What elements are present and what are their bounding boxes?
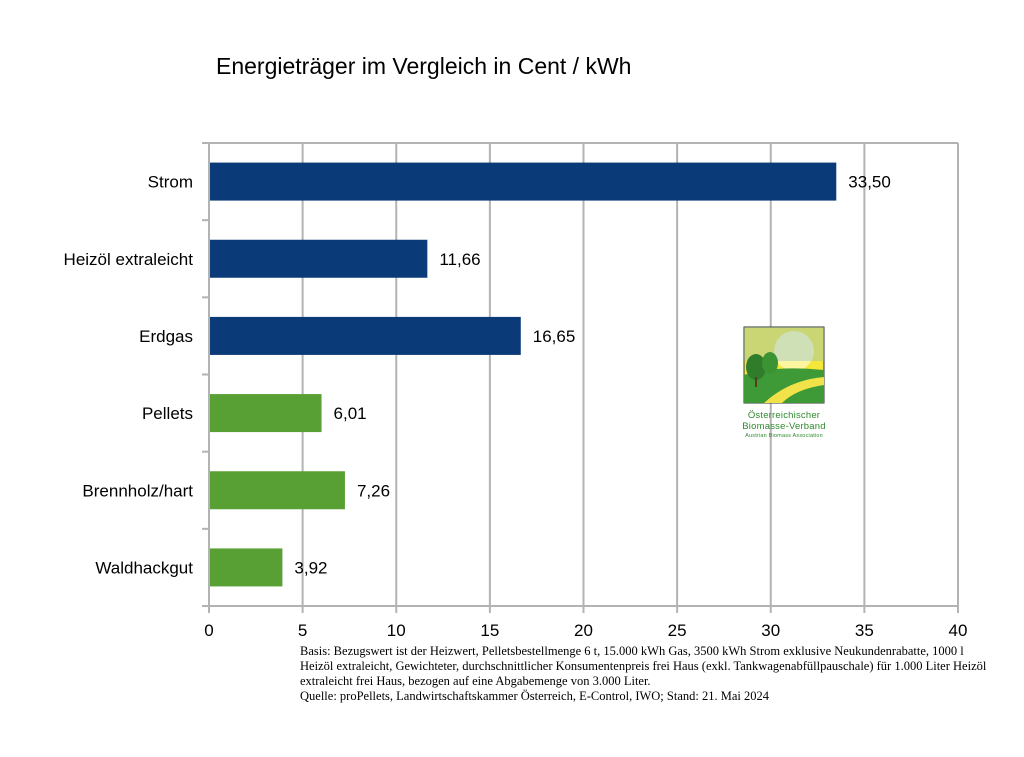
axes: 0 5 10 15 20 25 30 35 40 Strom Heizöl extraleicht E…: [64, 142, 968, 640]
bar-5: [209, 548, 283, 587]
value-label: 3,92: [294, 558, 327, 577]
footnote-basis: Basis: Bezugswert ist der Heizwert, Pell…: [300, 644, 987, 688]
category-label: Erdgas: [139, 327, 193, 346]
bar-0: [209, 162, 837, 201]
value-label: 11,66: [439, 250, 480, 269]
value-label: 7,26: [357, 481, 390, 500]
x-tick-label: 30: [761, 621, 780, 640]
x-tick-label: 0: [204, 621, 213, 640]
bars: 33,50 11,66 16,65 6,01 7,26 3,92: [209, 162, 891, 587]
chart-title: Energieträger im Vergleich in Cent / kWh: [216, 53, 631, 79]
grid: [208, 142, 959, 606]
x-tick-label: 15: [480, 621, 499, 640]
x-tick-label: 25: [668, 621, 687, 640]
bar-1: [209, 239, 428, 278]
logo-landscape-icon: [743, 326, 825, 404]
category-label: Brennholz/hart: [82, 481, 193, 500]
logo-text-line2: Biomasse-Verband: [742, 421, 826, 432]
x-tick-label: 20: [574, 621, 593, 640]
biomasse-verband-logo: Österreichischer Biomasse-Verband Austri…: [734, 325, 834, 450]
category-label: Pellets: [142, 404, 193, 423]
x-tick-label: 35: [855, 621, 874, 640]
value-label: 16,65: [533, 327, 576, 346]
logo-text-line3: Austrian Biomass Association: [745, 433, 823, 439]
category-label: Heizöl extraleicht: [64, 250, 194, 269]
bar-4: [209, 471, 345, 510]
category-label: Waldhackgut: [95, 558, 193, 577]
bar-3: [209, 394, 322, 433]
x-tick-label: 5: [298, 621, 307, 640]
category-label: Strom: [148, 173, 193, 192]
value-label: 33,50: [848, 173, 891, 192]
x-tick-label: 10: [387, 621, 406, 640]
logo-text-line1: Österreichischer: [747, 410, 821, 421]
x-tick-label: 40: [949, 621, 968, 640]
footnote: Basis: Bezugswert ist der Heizwert, Pell…: [300, 644, 990, 704]
footnote-source: Quelle: proPellets, Landwirtschaftskamme…: [300, 689, 769, 703]
bar-2: [209, 316, 521, 355]
value-label: 6,01: [334, 404, 367, 423]
